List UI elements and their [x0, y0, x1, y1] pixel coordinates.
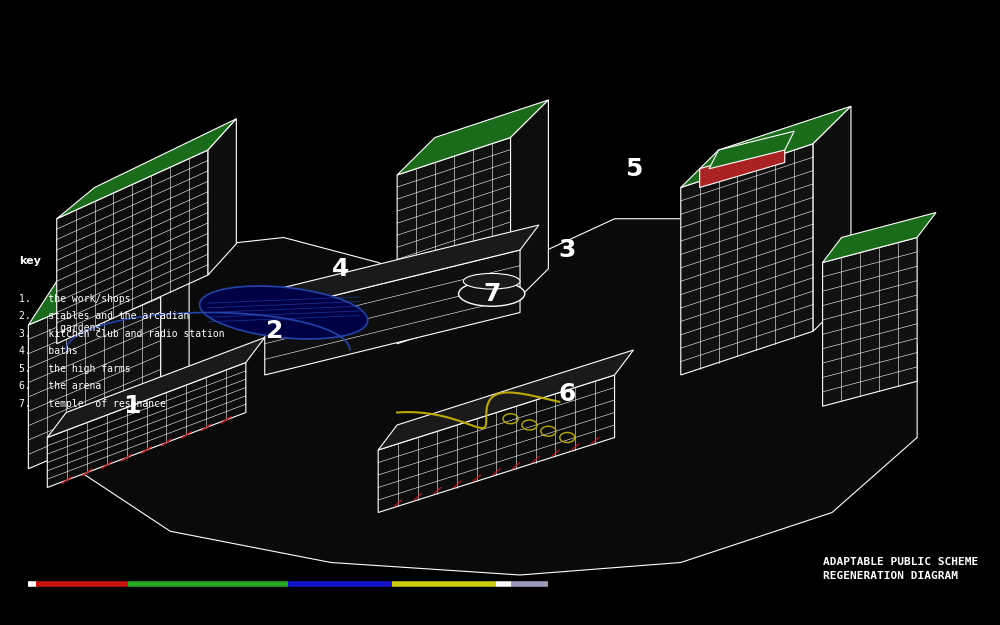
Polygon shape — [57, 119, 236, 219]
Text: 6.   the arena: 6. the arena — [19, 381, 101, 391]
Polygon shape — [265, 225, 539, 312]
Polygon shape — [28, 219, 917, 575]
Polygon shape — [700, 144, 785, 188]
Ellipse shape — [463, 274, 520, 289]
Text: 1: 1 — [124, 394, 141, 418]
Text: 2.   stables and the arcadian
       gardens: 2. stables and the arcadian gardens — [19, 311, 189, 333]
Text: 6: 6 — [559, 382, 576, 406]
Polygon shape — [397, 138, 511, 344]
Text: 4: 4 — [332, 257, 349, 281]
Polygon shape — [47, 362, 246, 488]
Polygon shape — [823, 238, 917, 406]
Polygon shape — [813, 106, 851, 331]
Polygon shape — [823, 213, 936, 262]
Polygon shape — [378, 375, 615, 512]
Polygon shape — [397, 100, 548, 175]
Polygon shape — [709, 131, 794, 169]
Polygon shape — [378, 350, 633, 450]
Polygon shape — [265, 250, 520, 375]
Polygon shape — [208, 119, 236, 275]
Text: 5: 5 — [625, 157, 642, 181]
Text: 3.   kitchen club and radio station: 3. kitchen club and radio station — [19, 329, 225, 339]
Text: 3: 3 — [559, 238, 576, 262]
Polygon shape — [161, 225, 189, 412]
Polygon shape — [681, 106, 851, 188]
Polygon shape — [28, 269, 161, 469]
Text: 2: 2 — [266, 319, 283, 343]
Ellipse shape — [200, 286, 368, 339]
Polygon shape — [28, 225, 189, 325]
Text: 5.   the high farms: 5. the high farms — [19, 364, 131, 374]
Polygon shape — [511, 100, 548, 306]
Text: ADAPTABLE PUBLIC SCHEME
REGENERATION DIAGRAM: ADAPTABLE PUBLIC SCHEME REGENERATION DIA… — [823, 557, 978, 581]
Text: 4.   baths: 4. baths — [19, 346, 78, 356]
Text: 1.   the work/shops: 1. the work/shops — [19, 294, 131, 304]
Polygon shape — [681, 144, 813, 375]
Polygon shape — [47, 338, 265, 437]
Polygon shape — [57, 150, 208, 344]
Ellipse shape — [459, 281, 525, 306]
Text: 7.   temple  of resonance: 7. temple of resonance — [19, 399, 166, 409]
Text: 7: 7 — [483, 282, 500, 306]
Text: key: key — [19, 256, 41, 266]
